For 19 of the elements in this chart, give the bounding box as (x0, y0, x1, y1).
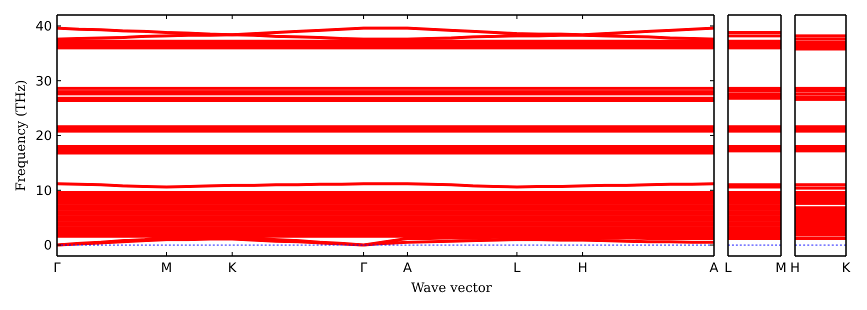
x-tick-label: M (775, 261, 787, 276)
x-tick-label: A (402, 261, 412, 276)
x-tick-label: L (724, 261, 732, 276)
x-tick-label: A (710, 261, 719, 276)
y-axis-title: Frequency (THz) (14, 80, 29, 192)
x-tick-label: K (228, 261, 237, 276)
x-tick-label: Γ (360, 261, 368, 276)
y-tick-label: 20 (35, 129, 52, 144)
x-tick-label: L (513, 261, 522, 276)
y-tick-label: 30 (35, 74, 52, 90)
x-tick-label: H (790, 261, 800, 276)
x-tick-label: K (842, 261, 851, 276)
x-tick-label: Γ (53, 261, 62, 276)
y-tick-label: 0 (44, 238, 52, 254)
x-tick-label: M (160, 261, 172, 276)
y-tick-label: 40 (35, 20, 52, 35)
x-tick-label: H (578, 261, 588, 276)
y-tick-label: 10 (35, 184, 52, 199)
x-axis-title: Wave vector (411, 281, 493, 296)
